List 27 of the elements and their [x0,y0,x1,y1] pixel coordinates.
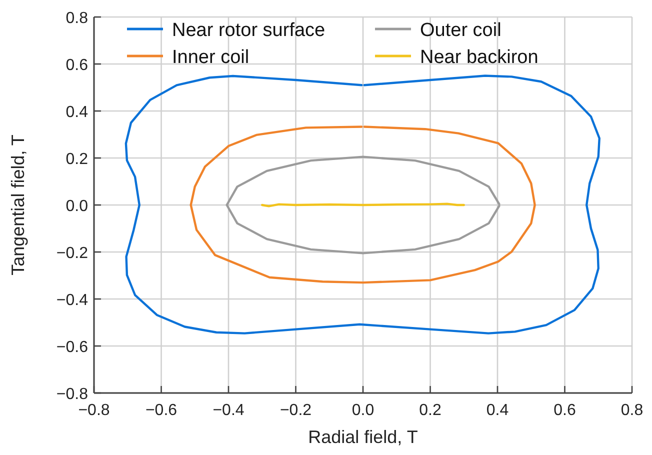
x-tick-label: 0.2 [419,402,442,419]
x-tick-label: −0.4 [212,402,244,419]
line-series [190,126,536,284]
x-tick-label: 0.0 [352,402,374,419]
y-tick-label: −0.8 [56,386,88,403]
x-tick-label: −0.8 [78,402,110,419]
x-tick-label: 0.6 [554,402,576,419]
y-tick-label: −0.6 [56,339,88,356]
y-axis-title: Tangential field, T [8,134,28,276]
y-tick-label: −0.4 [56,292,88,309]
line-series [226,156,500,254]
y-tick-label: 0.0 [66,198,88,215]
y-tick-label: 0.8 [66,10,88,27]
y-tick-label: 0.2 [66,151,88,168]
y-tick-label: 0.4 [66,104,88,121]
x-tick-label: −0.6 [145,402,178,419]
y-tick-label: −0.2 [56,245,88,262]
line-series [124,74,600,334]
x-tick-label: −0.2 [280,402,312,419]
x-tick-label: 0.8 [620,402,644,419]
y-tick-label: 0.6 [66,57,88,74]
legend-label: Near backiron [420,47,538,68]
legend-label: Near rotor surface [172,20,326,41]
legend-label: Inner coil [172,47,250,68]
x-axis-title: Radial field, T [308,427,418,447]
x-tick-label: 0.4 [486,402,509,419]
legend-label: Outer coil [420,20,502,41]
